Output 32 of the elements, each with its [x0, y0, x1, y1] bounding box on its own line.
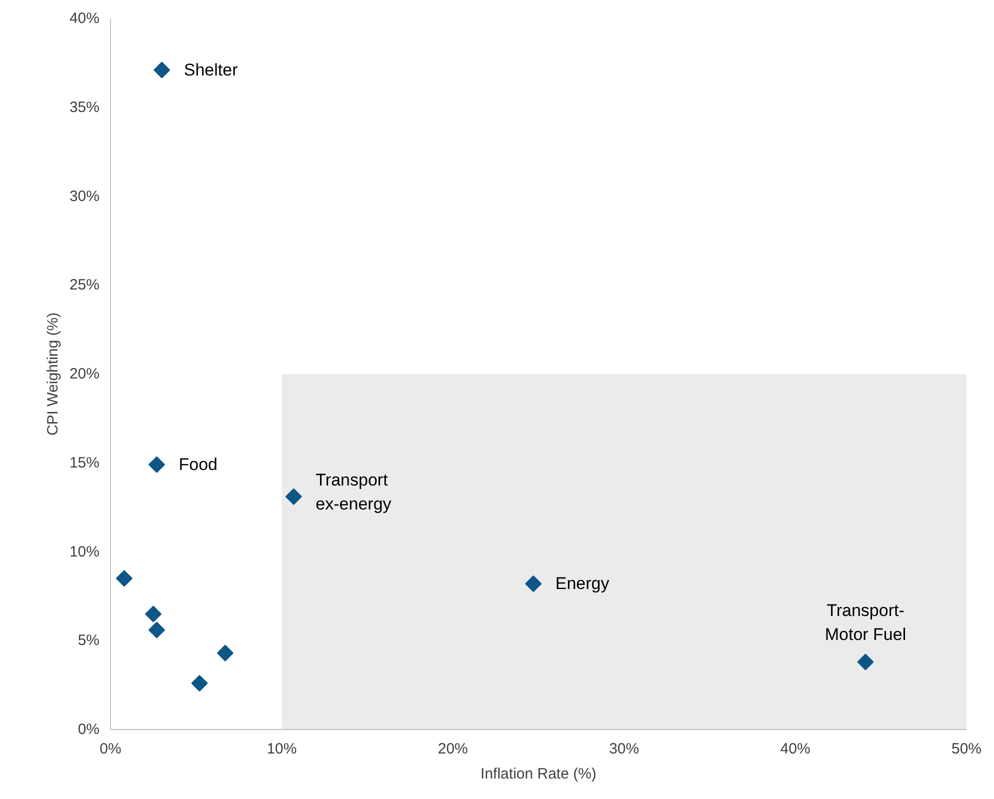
- point: [285, 488, 302, 505]
- point: [525, 575, 542, 592]
- annotation: Transport ex-energy: [316, 470, 392, 514]
- y-axis-title: CPI Weighting (%): [44, 312, 62, 436]
- point: [148, 456, 165, 473]
- annotation: Shelter: [184, 60, 238, 80]
- y-tick-label: 30%: [69, 188, 100, 205]
- x-tick-label: 20%: [438, 740, 468, 758]
- y-tick-label: 15%: [69, 454, 100, 472]
- y-tick-label: 10%: [69, 543, 100, 560]
- x-tick-label: 10%: [266, 740, 297, 758]
- point: [148, 622, 165, 638]
- point: [216, 644, 234, 662]
- x-tick-label: 0%: [100, 740, 122, 758]
- annotation: Energy: [555, 574, 610, 594]
- x-tick-label: 40%: [780, 740, 810, 758]
- point: [191, 675, 208, 692]
- point: [154, 62, 170, 78]
- y-tick-label: 40%: [69, 10, 100, 27]
- x-tick-label: 30%: [609, 740, 640, 758]
- y-tick-label: 25%: [69, 276, 100, 294]
- x-tick-label: 50%: [951, 740, 982, 758]
- y-tick-label: 0%: [78, 721, 100, 738]
- point: [857, 654, 874, 670]
- y-tick-label: 35%: [69, 98, 100, 116]
- y-tick-label: 20%: [69, 366, 100, 382]
- point: [116, 570, 132, 587]
- x-axis-title: Inflation Rate (%): [480, 766, 596, 782]
- y-tick-label: 5%: [78, 632, 100, 650]
- annotation: Food: [178, 455, 218, 474]
- annotation: Transport- Motor Fuel: [824, 601, 906, 644]
- point: [145, 606, 162, 622]
